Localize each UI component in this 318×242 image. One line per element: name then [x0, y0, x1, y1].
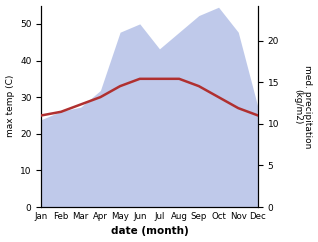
Y-axis label: med. precipitation
(kg/m2): med. precipitation (kg/m2)	[293, 65, 313, 148]
Y-axis label: max temp (C): max temp (C)	[5, 75, 15, 137]
X-axis label: date (month): date (month)	[111, 227, 189, 236]
